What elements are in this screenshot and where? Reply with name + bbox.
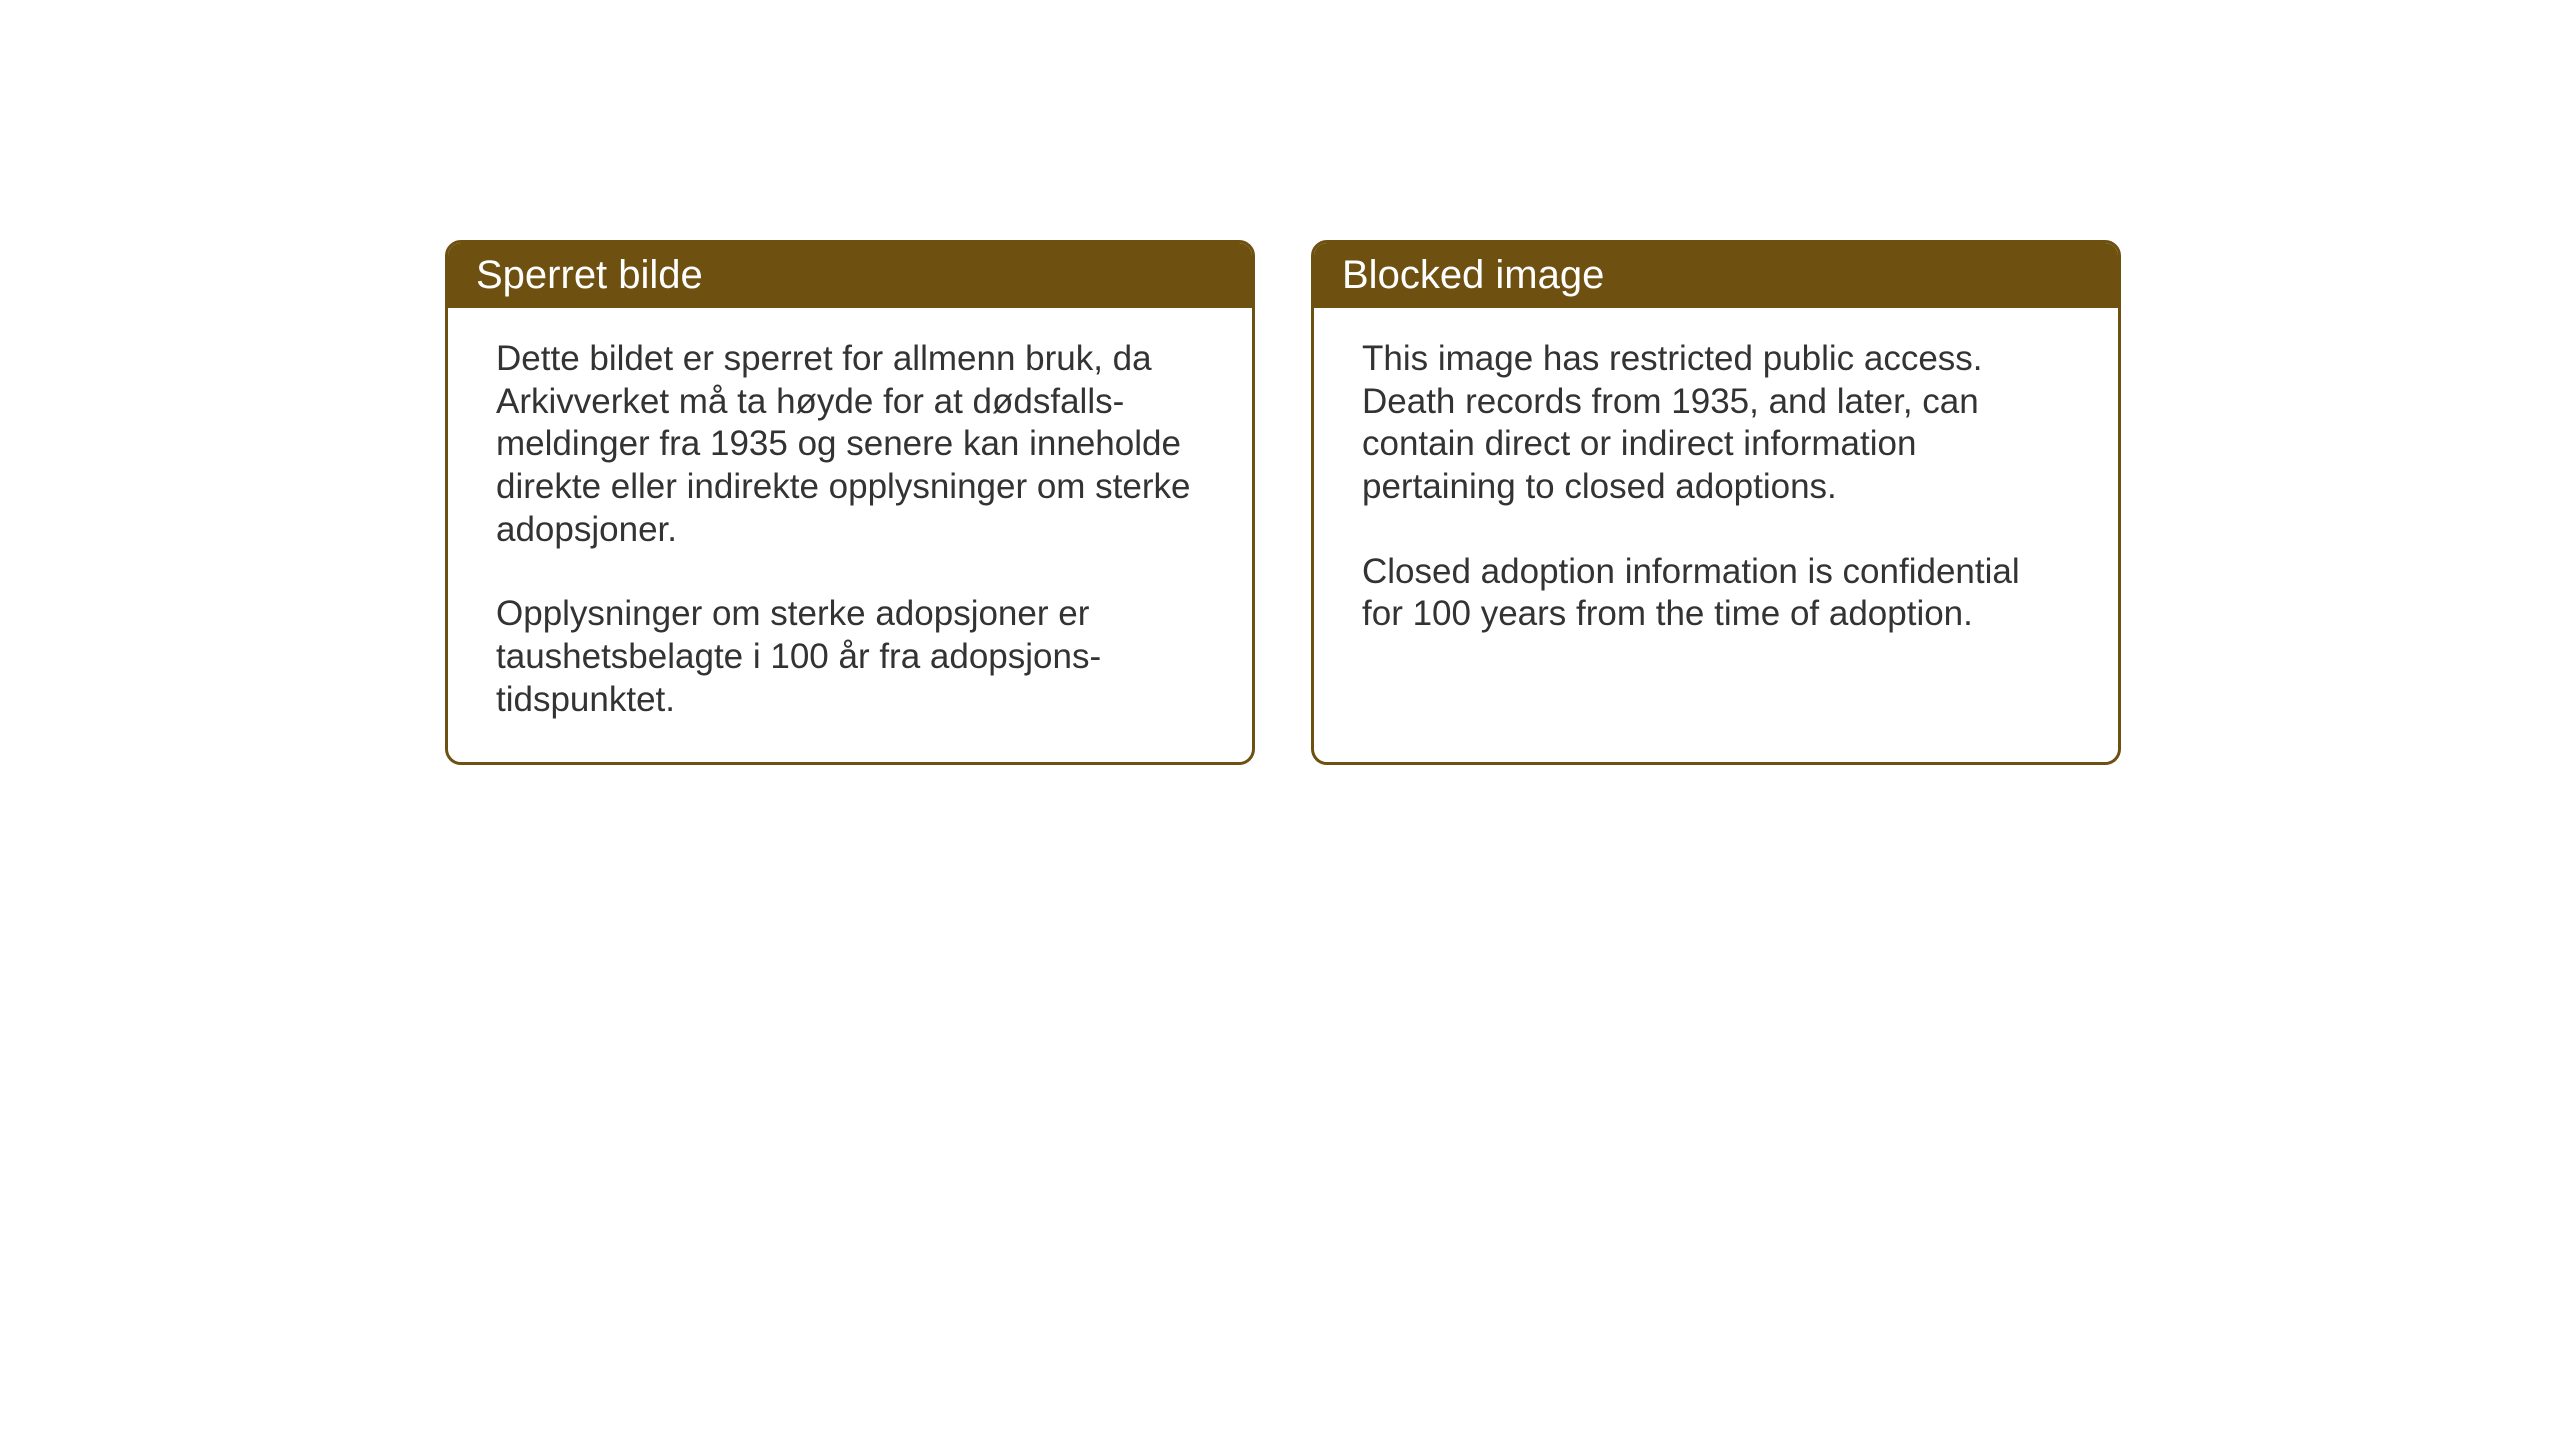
- notice-body-english: This image has restricted public access.…: [1314, 308, 2118, 736]
- notice-box-norwegian: Sperret bilde Dette bildet er sperret fo…: [445, 240, 1255, 765]
- notice-paragraph-1-norwegian: Dette bildet er sperret for allmenn bruk…: [496, 338, 1204, 551]
- notice-paragraph-1-english: This image has restricted public access.…: [1362, 338, 2070, 509]
- notice-header-english: Blocked image: [1314, 243, 2118, 308]
- notice-paragraph-2-norwegian: Opplysninger om sterke adopsjoner er tau…: [496, 593, 1204, 721]
- notice-body-norwegian: Dette bildet er sperret for allmenn bruk…: [448, 308, 1252, 762]
- notice-header-norwegian: Sperret bilde: [448, 243, 1252, 308]
- notice-paragraph-2-english: Closed adoption information is confident…: [1362, 551, 2070, 636]
- notice-box-english: Blocked image This image has restricted …: [1311, 240, 2121, 765]
- notice-container: Sperret bilde Dette bildet er sperret fo…: [445, 240, 2121, 765]
